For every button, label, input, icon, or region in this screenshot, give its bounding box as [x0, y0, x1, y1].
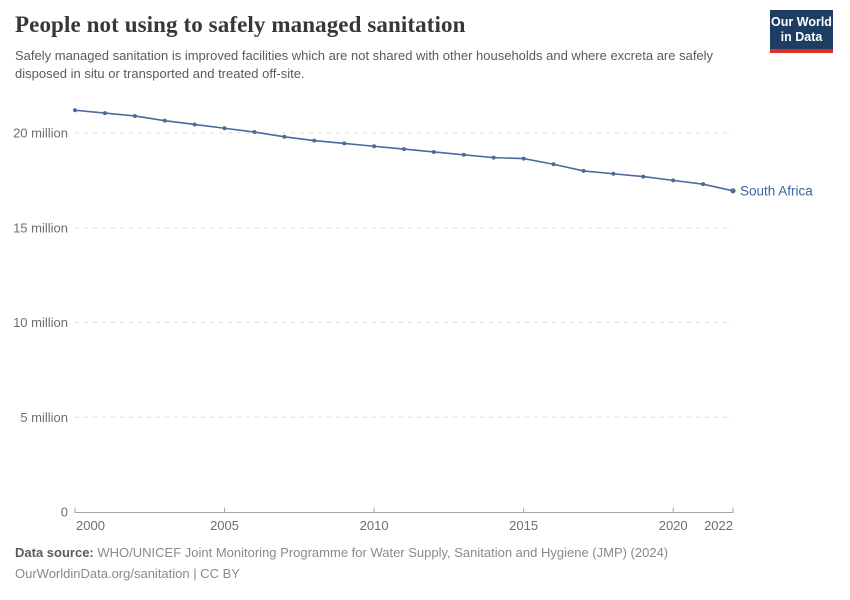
data-point[interactable]	[461, 152, 466, 157]
data-point[interactable]	[282, 134, 287, 139]
x-axis-tick-label: 2022	[704, 518, 733, 533]
data-point[interactable]	[641, 174, 646, 179]
data-point[interactable]	[312, 138, 317, 143]
chart-header: People not using to safely managed sanit…	[15, 12, 758, 84]
license-line: OurWorldinData.org/sanitation | CC BY	[15, 565, 240, 581]
owid-logo-line2: in Data	[780, 29, 823, 44]
data-point[interactable]	[132, 113, 137, 118]
data-point[interactable]	[192, 122, 197, 127]
data-point[interactable]	[491, 155, 496, 160]
x-axis-tick-label: 2020	[659, 518, 688, 533]
data-point[interactable]	[252, 130, 257, 135]
x-axis-tick-label: 2005	[210, 518, 239, 533]
data-point[interactable]	[701, 182, 706, 187]
series-label-south-africa: South Africa	[740, 183, 813, 198]
data-point[interactable]	[671, 178, 676, 183]
y-axis-tick-label: 5 million	[20, 410, 68, 425]
data-point[interactable]	[402, 147, 406, 152]
data-point[interactable]	[581, 168, 586, 173]
data-point[interactable]	[73, 108, 77, 113]
y-axis-tick-label: 0	[61, 505, 68, 520]
y-axis-tick-label: 10 million	[13, 315, 68, 330]
page-title: People not using to safely managed sanit…	[15, 12, 466, 37]
data-point[interactable]	[730, 188, 736, 194]
data-point[interactable]	[102, 111, 107, 116]
data-point[interactable]	[222, 126, 227, 131]
data-point[interactable]	[431, 149, 436, 154]
x-axis-tick-label: 2000	[76, 518, 105, 533]
data-point[interactable]	[551, 162, 556, 167]
data-source-label: Data source:	[15, 545, 94, 560]
y-axis-tick-label: 20 million	[13, 126, 68, 141]
data-point[interactable]	[342, 141, 347, 146]
data-source-line: Data source: WHO/UNICEF Joint Monitoring…	[15, 543, 835, 564]
y-axis-tick-label: 15 million	[13, 220, 68, 235]
owid-logo-line1: Our World	[771, 15, 832, 29]
line-chart: 0 5 million 10 million 15 million 20 million…	[13, 108, 813, 533]
chart-subtitle: Safely managed sanitation is improved fa…	[15, 48, 714, 82]
data-point[interactable]	[521, 156, 526, 161]
data-point[interactable]	[611, 171, 616, 176]
data-point[interactable]	[372, 144, 377, 149]
data-point[interactable]	[162, 118, 167, 123]
owid-logo[interactable]: Our World in Data	[770, 10, 833, 53]
x-axis-tick-label: 2010	[360, 518, 389, 533]
data-source-text: WHO/UNICEF Joint Monitoring Programme fo…	[97, 545, 669, 560]
x-axis-tick-label: 2015	[509, 518, 538, 533]
chart-footer: Data source: WHO/UNICEF Joint Monitoring…	[15, 543, 835, 585]
